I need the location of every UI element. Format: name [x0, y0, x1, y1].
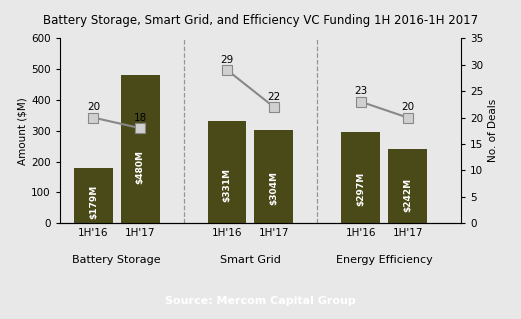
- Text: 22: 22: [267, 92, 280, 102]
- Text: 29: 29: [220, 55, 234, 65]
- Bar: [341, 132, 380, 223]
- Text: 18: 18: [133, 113, 147, 123]
- Text: $179M: $179M: [89, 185, 98, 219]
- Text: $304M: $304M: [269, 171, 278, 205]
- Text: $297M: $297M: [356, 171, 365, 206]
- Text: 23: 23: [354, 86, 367, 96]
- Bar: [121, 75, 159, 223]
- Text: Energy Efficiency: Energy Efficiency: [336, 255, 432, 265]
- Text: 20: 20: [401, 102, 414, 112]
- Text: $242M: $242M: [403, 178, 412, 212]
- Bar: [74, 168, 113, 223]
- Text: Smart Grid: Smart Grid: [220, 255, 281, 265]
- Bar: [388, 149, 427, 223]
- Text: Source: Mercom Capital Group: Source: Mercom Capital Group: [165, 296, 356, 306]
- Bar: [254, 130, 293, 223]
- Text: $331M: $331M: [222, 167, 231, 202]
- Y-axis label: No. of Deals: No. of Deals: [488, 99, 498, 162]
- Text: Battery Storage: Battery Storage: [72, 255, 161, 265]
- Bar: [208, 121, 246, 223]
- Text: 20: 20: [87, 102, 100, 112]
- Y-axis label: Amount ($M): Amount ($M): [17, 97, 27, 165]
- Text: Battery Storage, Smart Grid, and Efficiency VC Funding 1H 2016-1H 2017: Battery Storage, Smart Grid, and Efficie…: [43, 14, 478, 27]
- Text: $480M: $480M: [135, 150, 145, 184]
